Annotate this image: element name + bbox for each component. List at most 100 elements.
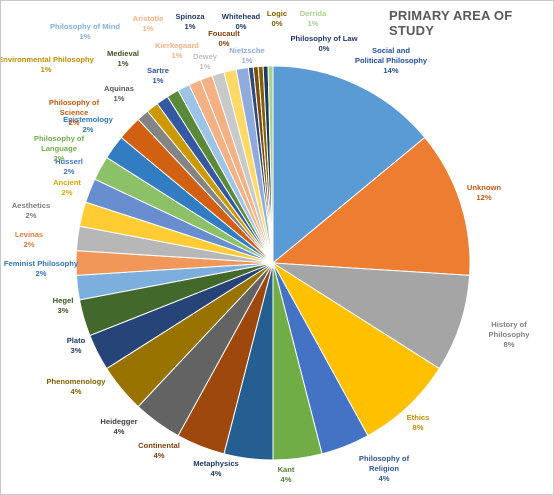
slice-label-text: Derrida [300, 9, 327, 18]
slice-label-text: Science [60, 108, 89, 117]
slice-percent-text: 8% [504, 340, 515, 349]
slice-label-text: Whitehead [222, 12, 261, 21]
slice-label-text: Continental [138, 441, 180, 450]
slice-percent-text: 1% [153, 76, 164, 85]
slice-percent-text: 1% [118, 59, 129, 68]
slice-percent-text: 12% [476, 193, 491, 202]
slice-label-text: Social and [372, 46, 410, 55]
slice-percent-text: 3% [71, 346, 82, 355]
slice-label-text: Philosophy of Mind [50, 22, 120, 31]
slice-label-text: Hegel [53, 296, 74, 305]
slice-label-text: Environmental Philosophy [1, 55, 95, 64]
slice-label-text: Religion [369, 464, 399, 473]
pie-slice-ethics [272, 262, 441, 437]
slice-label-text: Nietzsche [229, 46, 264, 55]
pie-slice-social-and-political-philosophy [272, 65, 426, 265]
slice-percent-text: 2% [62, 188, 73, 197]
slice-percent-text: 0% [236, 22, 247, 31]
slice-percent-text: 2% [69, 118, 80, 127]
slice-label-text: Philosophy of [49, 98, 100, 107]
slice-label-text: History of [491, 320, 527, 329]
pie-slice-derrida [267, 65, 274, 264]
slice-percent-text: 2% [36, 269, 47, 278]
slice-label-text: Foucault [208, 29, 240, 38]
slice-label-text: Heidegger [100, 417, 137, 426]
slice-percent-text: 1% [242, 56, 253, 65]
slice-percent-text: 1% [185, 22, 196, 31]
chart-title: PRIMARY AREA OF STUDY [389, 8, 513, 38]
slice-label-text: Aquinas [104, 84, 134, 93]
slice-label-text: Plato [67, 336, 86, 345]
pie-slice-unknown [271, 136, 471, 276]
slice-label-text: Political Philosophy [355, 56, 428, 65]
slice-percent-text: 0% [219, 39, 230, 48]
slice-percent-text: 4% [281, 475, 292, 484]
slice-percent-text: 1% [143, 24, 154, 33]
slice-label-text: Kierkegaard [155, 41, 199, 50]
slice-percent-text: 2% [24, 240, 35, 249]
slice-label-text: Metaphysics [193, 459, 239, 468]
slice-percent-text: 14% [383, 66, 398, 75]
slice-label-text: Spinoza [175, 12, 205, 21]
slice-label-text: Sartre [147, 66, 169, 75]
slice-percent-text: 1% [41, 65, 52, 74]
slice-label-text: Aesthetics [12, 201, 50, 210]
slice-percent-text: 1% [172, 51, 183, 60]
slice-label-text: Feminist Philosophy [4, 259, 79, 268]
slice-percent-text: 1% [114, 94, 125, 103]
slice-percent-text: 4% [71, 387, 82, 396]
slice-percent-text: 4% [154, 451, 165, 460]
slice-label-text: Unknown [467, 183, 502, 192]
slice-label-text: Philosophy of [34, 134, 85, 143]
slice-percent-text: 4% [114, 427, 125, 436]
slice-percent-text: 4% [379, 474, 390, 483]
slice-label-text: Medieval [107, 49, 139, 58]
slice-percent-text: 2% [83, 125, 94, 134]
slice-percent-text: 2% [64, 167, 75, 176]
pie-slice-history-of-philosophy [272, 262, 471, 370]
slice-percent-text: 1% [80, 32, 91, 41]
slice-percent-text: 8% [413, 423, 424, 432]
slice-label-text: Epistemology [63, 115, 114, 124]
slice-label-text: Husserl [55, 157, 83, 166]
slice-label-text: Philosophy [489, 330, 531, 339]
slice-label-text: Ancient [53, 178, 81, 187]
slice-label-text: Kant [278, 465, 295, 474]
slice-percent-text: 2% [54, 154, 65, 163]
slice-percent-text: 3% [58, 306, 69, 315]
slice-percent-text: 1% [308, 19, 319, 28]
slice-label-text: Ethics [407, 413, 430, 422]
slice-percent-text: 2% [26, 211, 37, 220]
slice-label-text: Philosophy of [359, 454, 410, 463]
slice-percent-text: 4% [211, 469, 222, 478]
